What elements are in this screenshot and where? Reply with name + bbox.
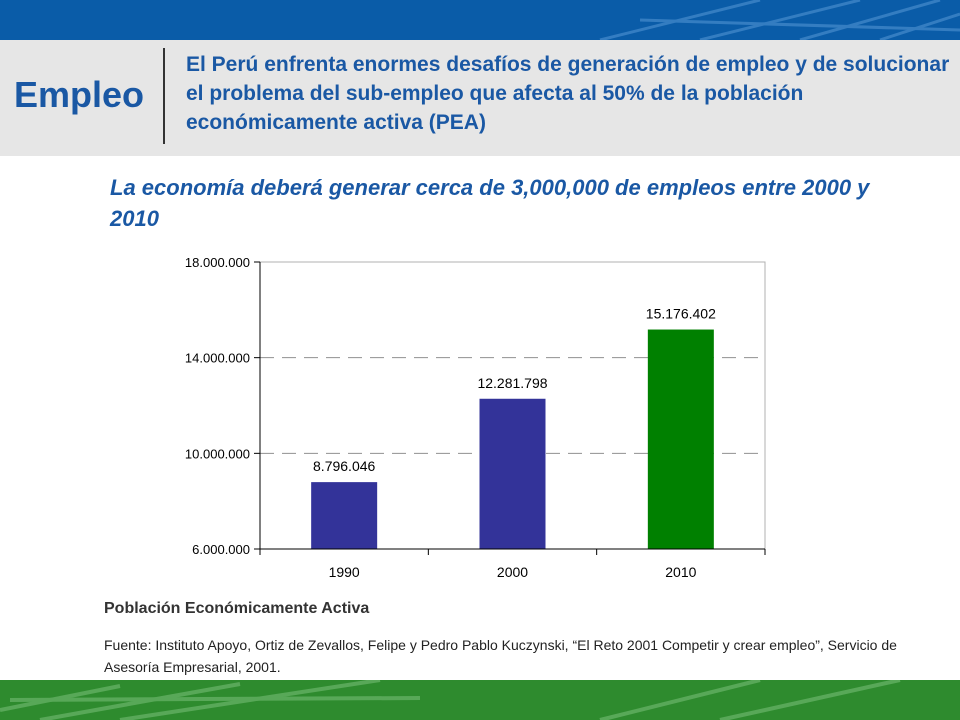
x-tick-label: 1990 [329,564,360,580]
top-banner-pattern [599,0,960,40]
header-band [0,40,960,156]
data-label: 15.176.402 [646,306,716,322]
bar-2010 [647,329,714,549]
x-tick-label: 2010 [665,564,696,580]
bar-2000 [479,398,546,549]
x-tick-label: 2000 [497,564,528,580]
bottom-banner [0,680,960,720]
data-label: 12.281.798 [477,375,547,391]
header-statement: El Perú enfrenta enormes desafíos de gen… [186,53,950,134]
y-tick-label: 10.000.000 [185,446,250,461]
bottom-banner-pattern [0,680,901,720]
y-tick-label: 18.000.000 [185,255,250,270]
y-tick-label: 6.000.000 [192,542,250,557]
source-note: Fuente: Instituto Apoyo, Ortiz de Zevall… [104,637,897,675]
bar-1990 [311,482,378,549]
data-label: 8.796.046 [313,458,375,474]
slide-subtitle: La economía deberá generar cerca de 3,00… [110,175,870,231]
top-banner [0,0,960,40]
header-divider [163,48,165,144]
section-title: Empleo [14,74,145,115]
y-tick-label: 14.000.000 [185,351,250,366]
chart-title: Población Económicamente Activa [104,600,370,617]
bar-chart: 6.000.000 10.000.000 14.000.000 18.000.000 8… [185,255,766,580]
